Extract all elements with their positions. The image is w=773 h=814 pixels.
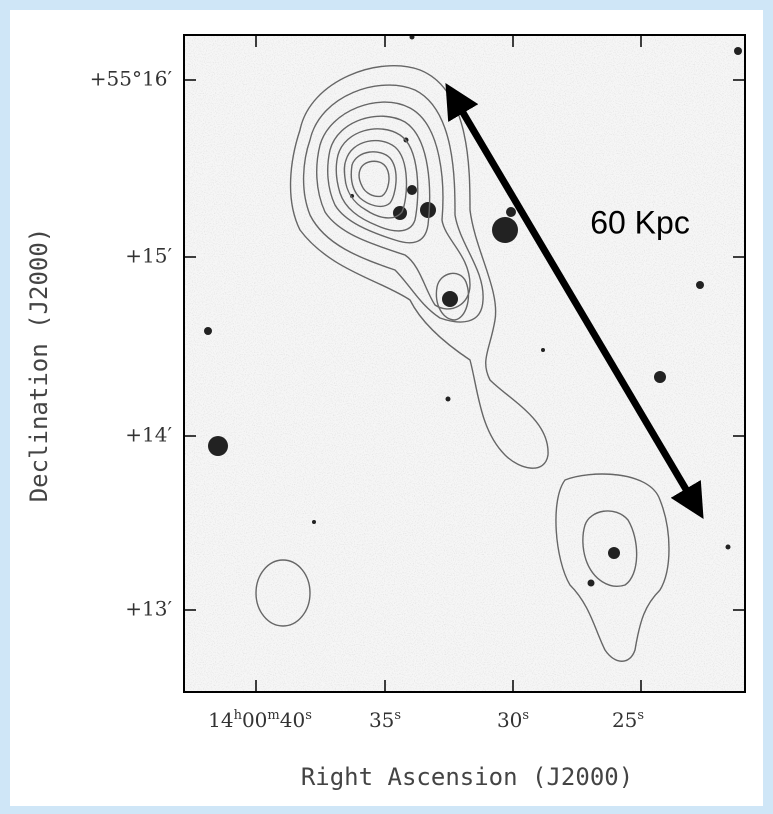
x-tick-label: 30s xyxy=(497,708,529,732)
y-tick-label: +14′ xyxy=(125,423,172,447)
y-tick-label: +55°16′ xyxy=(90,67,173,91)
tick-number: 00 xyxy=(242,708,267,732)
x-tick-labels: 14h00m40s 35s 30s 25s xyxy=(208,708,644,732)
x-axis-title: Right Ascension (J2000) xyxy=(301,763,633,791)
x-tick-label: 35s xyxy=(369,708,401,732)
tick-unit: s xyxy=(305,708,312,723)
plot-frame xyxy=(183,34,746,693)
tick-unit: s xyxy=(637,708,644,723)
tick-number: 35 xyxy=(369,708,394,732)
y-tick-labels: +55°16′ +15′ +14′ +13′ xyxy=(90,67,173,621)
x-tick-label: 14h00m40s xyxy=(208,708,312,732)
x-tick-label: 25s xyxy=(612,708,644,732)
tick-number: 30 xyxy=(497,708,522,732)
tick-number: 14 xyxy=(208,708,233,732)
tick-unit: h xyxy=(234,708,243,723)
y-tick-label: +13′ xyxy=(125,597,172,621)
tick-unit: s xyxy=(522,708,529,723)
tick-number: 40 xyxy=(280,708,305,732)
ticks xyxy=(184,35,745,692)
scale-arrow xyxy=(445,82,704,520)
tick-unit: s xyxy=(394,708,401,723)
tick-number: 25 xyxy=(612,708,637,732)
tick-unit: m xyxy=(267,708,279,723)
scale-label: 60 Kpc xyxy=(590,204,690,240)
y-axis-title: Declination (J2000) xyxy=(25,228,53,503)
y-tick-label: +15′ xyxy=(125,244,172,268)
